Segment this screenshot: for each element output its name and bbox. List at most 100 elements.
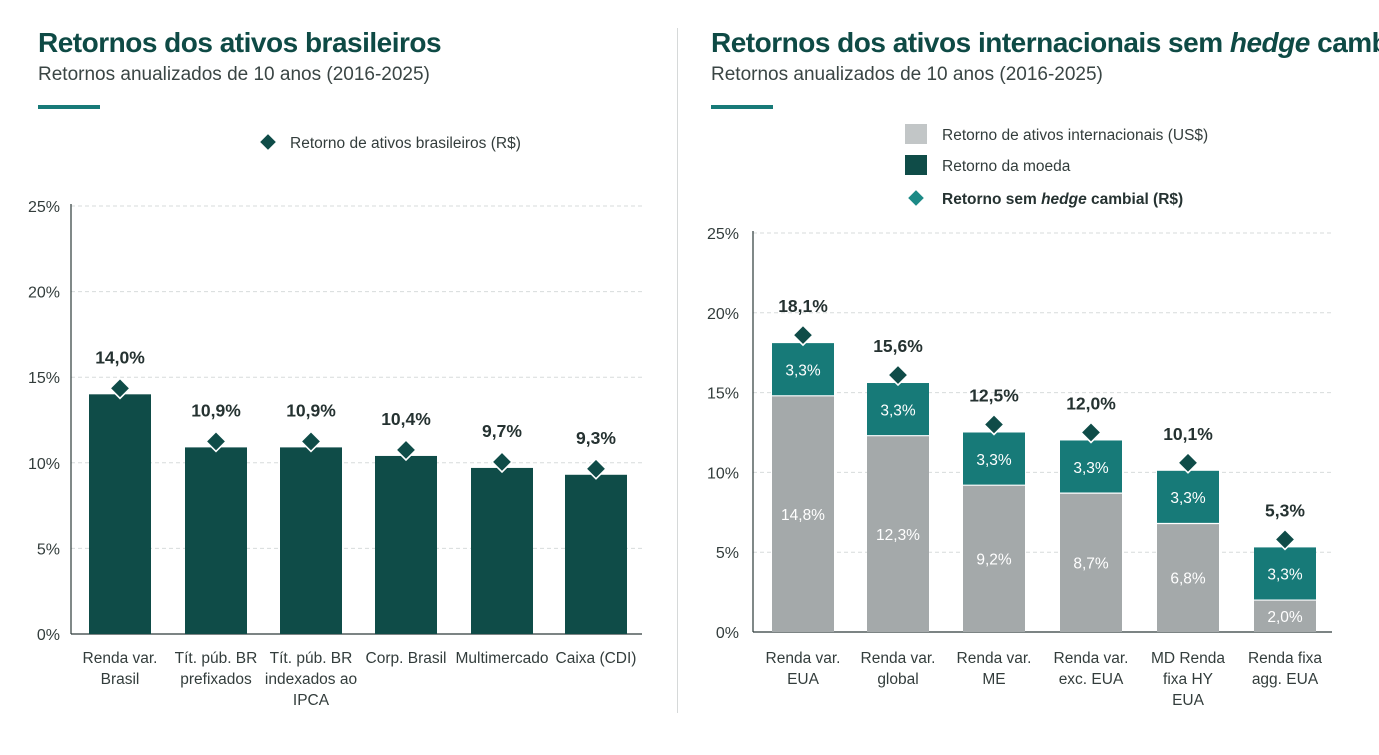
data-label: 10,4%: [381, 409, 431, 429]
y-tick-label: 20%: [28, 285, 60, 302]
data-label: 12,0%: [1066, 393, 1116, 413]
legend-swatch-grey: [905, 124, 927, 144]
segment-label: 9,2%: [976, 552, 1012, 569]
y-tick-label: 0%: [37, 627, 60, 644]
y-tick-label: 20%: [707, 306, 739, 323]
bar: [565, 474, 627, 634]
value-diamond-marker: [204, 430, 228, 453]
bar: [280, 447, 342, 634]
total-diamond-marker: [1176, 451, 1200, 474]
x-tick-label: Renda var.: [957, 650, 1032, 667]
legend-label-part: Retorno sem: [942, 191, 1041, 208]
data-label: 18,1%: [778, 296, 828, 316]
legend-label: Retorno da moeda: [942, 158, 1071, 175]
right-panel: Retornos dos ativos internacionais sem h…: [672, 0, 1379, 755]
y-tick-label: 15%: [28, 370, 60, 387]
bar: [89, 394, 151, 634]
bar-segment-currency: [1060, 440, 1122, 494]
data-label: 10,9%: [286, 400, 336, 420]
value-diamond-marker: [584, 457, 608, 480]
x-tick-label: Renda var.: [861, 650, 936, 667]
right-title-underline: [711, 105, 773, 109]
bar-segment-asset: [772, 395, 834, 632]
legend-label-part: hedge: [1041, 191, 1087, 208]
segment-label: 3,3%: [1073, 460, 1109, 477]
value-diamond-marker: [394, 438, 418, 462]
x-tick-label: Renda var.: [1054, 650, 1129, 667]
x-tick-label: Renda var.: [83, 650, 158, 667]
total-diamond-marker: [1273, 528, 1297, 551]
x-tick-label: ME: [982, 671, 1005, 688]
bar-segment-currency: [1157, 470, 1219, 524]
x-tick-label: agg. EUA: [1252, 671, 1319, 688]
segment-label: 8,7%: [1073, 556, 1109, 573]
bar-segment-asset: [1060, 493, 1122, 632]
y-tick-label: 5%: [37, 541, 60, 558]
right-chart: 0% 5% 10% 15% 20% 25% Retorno de ativos intern…: [707, 124, 1332, 709]
bar-segment-currency: [867, 383, 929, 436]
x-tick-label: prefixados: [180, 671, 252, 688]
x-tick-label: Caixa (CDI): [556, 650, 637, 667]
right-title-pre: Retornos dos ativos internacionais sem: [711, 27, 1230, 58]
segment-label: 6,8%: [1170, 571, 1206, 588]
bar-segment-currency: [1254, 547, 1316, 601]
x-tick-label: Corp. Brasil: [366, 650, 447, 667]
data-label: 9,3%: [576, 428, 616, 448]
x-tick-label: Multimercado: [455, 650, 548, 667]
value-diamond-marker: [299, 430, 323, 453]
legend-diamond-icon: [905, 187, 927, 209]
segment-label: 3,3%: [1170, 490, 1206, 507]
x-tick-label: Brasil: [101, 671, 140, 688]
y-tick-label: 5%: [716, 545, 739, 562]
x-tick-label: fixa HY: [1163, 671, 1213, 688]
x-tick-label: Tít. púb. BR: [270, 650, 353, 667]
bar: [375, 455, 437, 634]
x-tick-label: Tít. púb. BR: [175, 650, 258, 667]
y-tick-label: 10%: [707, 465, 739, 482]
bar-segment-asset: [1254, 600, 1316, 632]
bar-segment-asset: [963, 485, 1025, 632]
left-chart-title: Retornos dos ativos brasileiros: [38, 27, 442, 58]
data-label: 5,3%: [1265, 500, 1305, 520]
x-tick-label: exc. EUA: [1059, 671, 1124, 688]
segment-label: 3,3%: [1267, 567, 1303, 584]
x-tick-label: EUA: [1172, 692, 1205, 709]
segment-label: 3,3%: [785, 362, 821, 379]
legend-diamond-icon: [257, 131, 279, 153]
legend-swatch-teal: [905, 155, 927, 175]
data-label: 9,7%: [482, 421, 522, 441]
value-diamond-marker: [108, 377, 132, 400]
data-label: 14,0%: [95, 347, 145, 367]
x-tick-label: EUA: [787, 671, 820, 688]
y-tick-label: 0%: [716, 625, 739, 642]
panel-divider: [677, 28, 678, 713]
x-tick-label: indexados ao: [265, 671, 357, 688]
value-diamond-marker: [490, 450, 514, 474]
x-tick-label: IPCA: [293, 692, 330, 709]
legend-label-part: cambial (R$): [1087, 191, 1183, 208]
segment-label: 3,3%: [880, 402, 916, 419]
total-diamond-marker: [791, 323, 815, 347]
x-tick-label: Renda fixa: [1248, 650, 1322, 667]
bar-segment-currency: [772, 343, 834, 396]
y-tick-label: 15%: [707, 386, 739, 403]
data-label: 12,5%: [969, 386, 1019, 406]
total-diamond-marker: [982, 413, 1006, 436]
segment-label: 2,0%: [1267, 609, 1303, 626]
legend-label: Retorno sem hedge cambial (R$): [942, 191, 1183, 208]
data-label: 10,9%: [191, 400, 241, 420]
x-tick-label: global: [877, 671, 918, 688]
bar: [471, 467, 533, 634]
bar-segment-asset: [867, 435, 929, 632]
legend-label: Retorno de ativos internacionais (US$): [942, 127, 1208, 144]
total-diamond-marker: [1079, 421, 1103, 444]
segment-label: 12,3%: [876, 527, 920, 544]
segment-label: 3,3%: [976, 452, 1012, 469]
total-diamond-marker: [886, 363, 910, 387]
segment-label: 14,8%: [781, 507, 825, 524]
left-title-underline: [38, 105, 100, 109]
right-chart-title: Retornos dos ativos internacionais sem h…: [711, 27, 1379, 59]
data-label: 15,6%: [873, 336, 923, 356]
bar-segment-currency: [963, 432, 1025, 486]
